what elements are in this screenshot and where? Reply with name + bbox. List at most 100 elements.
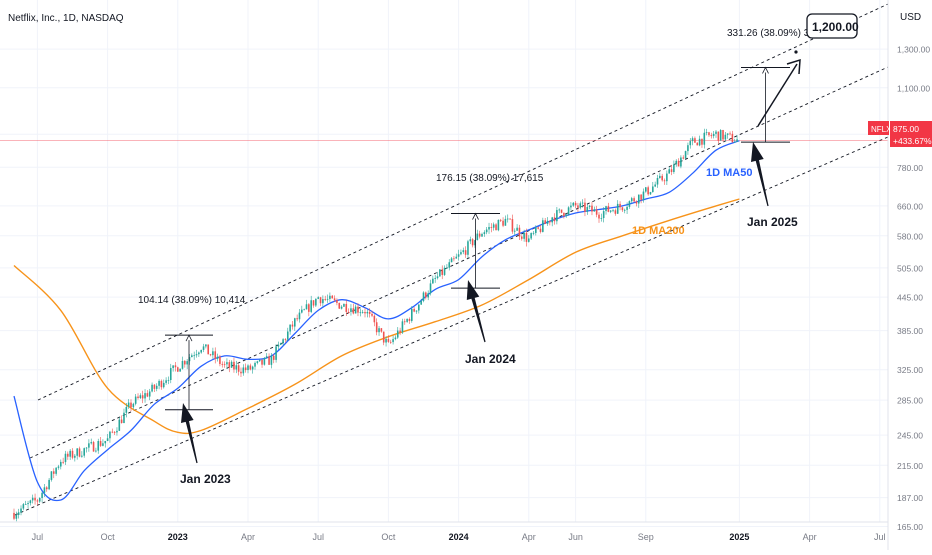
candle-body xyxy=(120,419,123,424)
candle-body xyxy=(492,224,495,228)
candle-body xyxy=(525,232,528,242)
target-label: 1,200.00 xyxy=(812,20,859,34)
candle-body xyxy=(31,497,34,501)
candle-body xyxy=(207,344,210,355)
candle-body xyxy=(485,229,488,233)
candle-body xyxy=(443,267,446,275)
candle-body xyxy=(148,391,151,397)
candle-body xyxy=(366,311,369,314)
candle-body xyxy=(219,356,221,364)
candle-body xyxy=(513,230,516,232)
annotation-arrow xyxy=(181,403,198,464)
candle-body xyxy=(48,479,50,490)
target-callout[interactable]: 1,200.00 xyxy=(806,13,859,39)
candle-body xyxy=(256,361,259,363)
candle-body xyxy=(378,328,380,333)
candle-body xyxy=(235,365,238,370)
candle-body xyxy=(661,175,663,181)
y-tick-label: 385.00 xyxy=(897,326,923,336)
candle-body xyxy=(134,396,137,404)
currency-label[interactable]: USD xyxy=(900,12,921,23)
x-tick-label: Apr xyxy=(522,532,536,542)
y-tick-label: 780.00 xyxy=(897,163,923,173)
candle-body xyxy=(85,447,88,449)
candle-body xyxy=(368,311,371,314)
candle-body xyxy=(476,233,479,241)
candle-body xyxy=(324,299,327,300)
x-tick-label: Sep xyxy=(638,532,654,542)
candle-body xyxy=(520,236,523,239)
candle-body xyxy=(567,207,570,215)
candle-body xyxy=(408,318,411,321)
candle-body xyxy=(432,278,434,284)
candle-body xyxy=(15,514,18,519)
y-tick-label: 1,300.00 xyxy=(897,45,930,55)
y-tick-label: 505.00 xyxy=(897,263,923,273)
channel-line xyxy=(14,136,889,516)
candle-body xyxy=(403,321,406,323)
candle-body xyxy=(455,256,458,259)
measure-tools xyxy=(165,66,790,411)
candle-body xyxy=(642,191,645,200)
candle-body xyxy=(506,218,509,220)
candle-body xyxy=(460,252,462,255)
candle-body xyxy=(279,343,282,345)
candle-body xyxy=(586,207,589,212)
price-axis-bg xyxy=(888,0,932,550)
price-tag-value-bg xyxy=(890,121,932,147)
candle-body xyxy=(673,164,675,172)
target-arrow-shaft xyxy=(757,63,798,127)
candle-body xyxy=(251,366,254,370)
candle-body xyxy=(240,371,242,374)
candle-body xyxy=(200,349,202,353)
x-tick-label: Oct xyxy=(101,532,116,542)
candle-body xyxy=(413,308,415,312)
label-ma50: 1D MA50 xyxy=(706,167,752,179)
time-axis[interactable]: Jul Oct 2023 Apr Jul Oct 2024 Apr Jun Sep 2025 Apr J… xyxy=(32,532,886,542)
x-tick-label: 2023 xyxy=(168,532,188,542)
candle-body xyxy=(556,210,558,222)
candle-body xyxy=(78,448,81,457)
candle-body xyxy=(450,258,453,263)
candle-body xyxy=(598,214,600,219)
candle-body xyxy=(595,209,598,215)
candle-body xyxy=(733,141,736,143)
candle-body xyxy=(626,206,628,210)
candle-body xyxy=(296,318,298,320)
candle-body xyxy=(29,500,32,504)
price-tag-symbol: NFLX xyxy=(871,125,892,134)
candle-body xyxy=(137,396,139,399)
candle-body xyxy=(310,300,312,312)
candle-body xyxy=(474,240,476,246)
candle-body xyxy=(41,492,43,498)
candle-body xyxy=(621,207,624,211)
candle-body xyxy=(268,356,270,365)
candle-body xyxy=(635,201,638,204)
candle-body xyxy=(123,412,125,424)
candle-body xyxy=(258,359,261,362)
ma200-line xyxy=(13,198,740,435)
candle-body xyxy=(593,209,596,212)
candle-body xyxy=(52,471,55,474)
candle-body xyxy=(656,178,659,185)
chart-title: Netflix, Inc., 1D, NASDAQ xyxy=(8,13,124,24)
candle-body xyxy=(305,304,308,310)
candle-body xyxy=(434,278,436,279)
candle-body xyxy=(649,191,652,195)
label-ma200: 1D MA200 xyxy=(632,225,685,237)
candle-body xyxy=(81,455,83,457)
candle-body xyxy=(308,304,310,312)
candle-body xyxy=(118,419,121,431)
candle-body xyxy=(24,504,27,505)
candle-body xyxy=(198,352,200,355)
y-tick-label: 325.00 xyxy=(897,365,923,375)
candle-body xyxy=(542,220,544,232)
candle-body xyxy=(38,497,41,502)
candle-body xyxy=(233,361,235,370)
candle-body xyxy=(270,355,273,365)
candle-body xyxy=(291,324,294,327)
candle-body xyxy=(614,210,617,214)
candle-body xyxy=(698,138,701,146)
